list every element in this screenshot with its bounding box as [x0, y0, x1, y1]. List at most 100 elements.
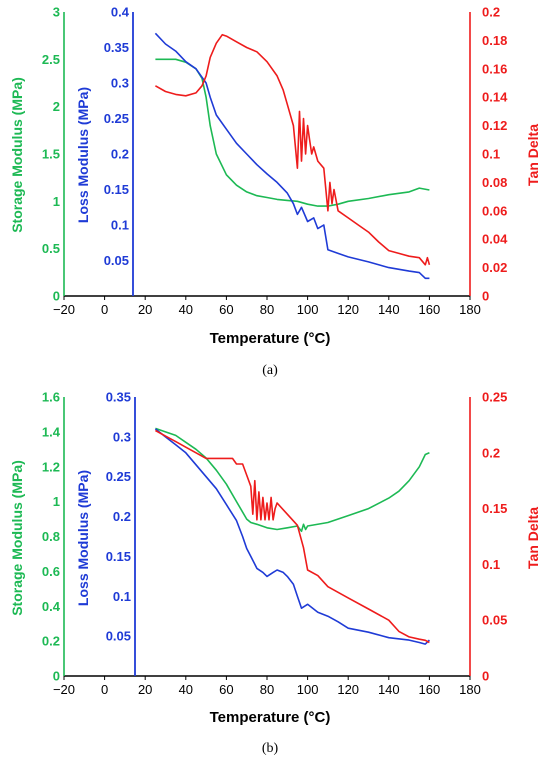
- chart-a-storage-tick-label: 0: [53, 289, 60, 304]
- chart-b-loss-tick-label: 0.2: [113, 509, 131, 524]
- chart-a-tan-tick-label: 0.18: [482, 33, 507, 48]
- chart-b-loss-tick-label: 0.1: [113, 589, 131, 604]
- chart-a-x-tick-label: 0: [101, 302, 108, 317]
- chart-b-x-ticks: −20 0 20 40 60 80 100 120 140 160 180: [53, 676, 481, 697]
- chart-a-x-tick-label: 20: [138, 302, 152, 317]
- chart-a-tan-tick-label: 0.12: [482, 118, 507, 133]
- chart-a-tan-tick-label: 0.16: [482, 61, 507, 76]
- chart-a-x-tick-label: 80: [260, 302, 274, 317]
- chart-b-tan-tick-label: 0.05: [482, 613, 507, 628]
- chart-a-storage-series-line: [155, 58, 430, 207]
- chart-a-loss-tick-label: 0.4: [111, 5, 130, 20]
- chart-b-storage-tick-label: 0.2: [42, 634, 60, 649]
- chart-a-loss-tick-label: 0.2: [111, 147, 129, 162]
- chart-b-tan-axis-label: Tan Delta: [525, 507, 541, 569]
- chart-b-x-tick-label: 160: [419, 682, 441, 697]
- chart-a-storage-tick-label: 2: [53, 99, 60, 114]
- chart-b-x-tick-label: 120: [337, 682, 359, 697]
- chart-b-storage-tick-label: 1.6: [42, 390, 60, 405]
- chart-a-tan-tick-label: 0.14: [482, 90, 508, 105]
- chart-a-lines: [154, 32, 431, 280]
- chart-a-loss-ticks: 0.05 0.1 0.15 0.2 0.25 0.3 0.35 0.4: [104, 5, 130, 269]
- chart-b-storage-tick-label: 0.8: [42, 529, 60, 544]
- chart-a-loss-axis-label: Loss Modulus (MPa): [75, 87, 91, 223]
- chart-a-x-tick-label: 140: [378, 302, 400, 317]
- chart-a-loss-tick-label: 0.15: [104, 182, 129, 197]
- chart-a-tan-tick-label: 0.2: [482, 5, 500, 20]
- chart-a-tan-tick-label: 0.02: [482, 260, 507, 275]
- chart-a-storage-tick-label: 0.5: [42, 241, 60, 256]
- chart-a-tan-series-line: [155, 33, 431, 266]
- chart-a-x-tick-label: 180: [459, 302, 481, 317]
- chart-a-storage-tick-label: 3: [53, 5, 60, 20]
- chart-b-x-tick-label: 100: [297, 682, 319, 697]
- chart-b-storage-axis-label: Storage Modulus (MPa): [9, 460, 25, 616]
- chart-a-tan-tick-label: 0: [482, 289, 489, 304]
- chart-b-axes: [63, 397, 471, 677]
- chart-b-loss-axis-label: Loss Modulus (MPa): [75, 470, 91, 606]
- chart-b-storage-series-line: [155, 427, 430, 533]
- chart-a-tan-tick-label: 0.1: [482, 147, 500, 162]
- chart-b-loss-tick-label: 0.35: [106, 390, 131, 405]
- chart-b-x-tick-label: 180: [459, 682, 481, 697]
- chart-a-x-tick-label: 100: [297, 302, 319, 317]
- chart-b-loss-tick-label: 0.25: [106, 469, 131, 484]
- chart-b-loss-tick-label: 0.05: [106, 629, 131, 644]
- chart-a-x-tick-label: −20: [53, 302, 75, 317]
- chart-b-tan-tick-label: 0.2: [482, 445, 500, 460]
- chart-b-x-axis-label: Temperature (°C): [210, 709, 331, 726]
- chart-a-storage-tick-label: 1: [53, 194, 60, 209]
- chart-a-x-axis-label: Temperature (°C): [210, 330, 331, 347]
- chart-a-tan-tick-label: 0.04: [482, 232, 508, 247]
- chart-b-x-tick-label: 40: [179, 682, 193, 697]
- chart-b-loss-ticks: 0.05 0.1 0.15 0.2 0.25 0.3 0.35: [106, 390, 131, 644]
- chart-a-loss-tick-label: 0.3: [111, 76, 129, 91]
- chart-a-loss-tick-label: 0.25: [104, 111, 129, 126]
- chart-b-loss-tick-label: 0.3: [113, 429, 131, 444]
- chart-a-x-tick-label: 60: [219, 302, 233, 317]
- chart-b-caption: (b): [262, 741, 279, 756]
- chart-b-lines: [154, 427, 430, 645]
- chart-a-x-tick-label: 160: [419, 302, 441, 317]
- chart-a-x-tick-label: 120: [337, 302, 359, 317]
- chart-b-tan-tick-label: 0.1: [482, 557, 500, 572]
- chart-b-storage-tick-label: 0.6: [42, 564, 60, 579]
- chart-a-x-ticks: −20 0 20 40 60 80 100 120 140 160 180: [53, 296, 481, 317]
- chart-a-tan-tick-label: 0.08: [482, 175, 507, 190]
- chart-b-x-tick-label: 60: [219, 682, 233, 697]
- chart-b-x-tick-label: 140: [378, 682, 400, 697]
- chart-b-storage-tick-label: 1.4: [42, 424, 61, 439]
- chart-b-loss-series-line: [154, 428, 430, 645]
- chart-b-x-tick-label: 20: [138, 682, 152, 697]
- chart-b-tan-series-line: [155, 429, 430, 644]
- chart-a-tan-axis-label: Tan Delta: [525, 124, 541, 186]
- chart-b-x-tick-label: 80: [260, 682, 274, 697]
- chart-b-x-tick-label: 0: [101, 682, 108, 697]
- chart-b-tan-ticks: 0 0.05 0.1 0.15 0.2 0.25: [482, 390, 507, 684]
- chart-a-tan-ticks: 0 0.02 0.04 0.06 0.08 0.1 0.12 0.14 0.16 0.18 0.2: [482, 5, 508, 304]
- chart-b-storage-tick-label: 0: [53, 669, 60, 684]
- chart-a-x-tick-label: 40: [179, 302, 193, 317]
- chart-b-x-tick-label: −20: [53, 682, 75, 697]
- chart-a-storage-axis-label: Storage Modulus (MPa): [9, 77, 25, 233]
- chart-b-tan-tick-label: 0: [482, 669, 489, 684]
- chart-a-storage-tick-label: 2.5: [42, 52, 60, 67]
- chart-a-caption: (a): [262, 363, 278, 378]
- chart-a-loss-tick-label: 0.1: [111, 218, 129, 233]
- chart-a-axes: [63, 12, 471, 297]
- chart-b-storage-tick-label: 1: [53, 494, 60, 509]
- chart-a-loss-tick-label: 0.35: [104, 40, 129, 55]
- chart-b-loss-tick-label: 0.15: [106, 549, 131, 564]
- chart-a-loss-series-line: [154, 32, 430, 280]
- chart-b-storage-tick-label: 0.4: [42, 599, 61, 614]
- chart-a-storage-tick-label: 1.5: [42, 147, 60, 162]
- chart-b-storage-tick-label: 1.2: [42, 459, 60, 474]
- chart-b-tan-tick-label: 0.15: [482, 501, 507, 516]
- chart-a-storage-ticks: 0 0.5 1 1.5 2 2.5 3: [42, 5, 60, 304]
- chart-a-tan-tick-label: 0.06: [482, 203, 507, 218]
- chart-a: 00.511.522.53 0.050.10.150.20.250.30.350…: [9, 5, 541, 379]
- chart-a-loss-tick-label: 0.05: [104, 253, 129, 268]
- chart-b-tan-tick-label: 0.25: [482, 390, 507, 405]
- chart-b-storage-ticks: 0 0.2 0.4 0.6 0.8 1 1.2 1.4 1.6: [42, 390, 61, 684]
